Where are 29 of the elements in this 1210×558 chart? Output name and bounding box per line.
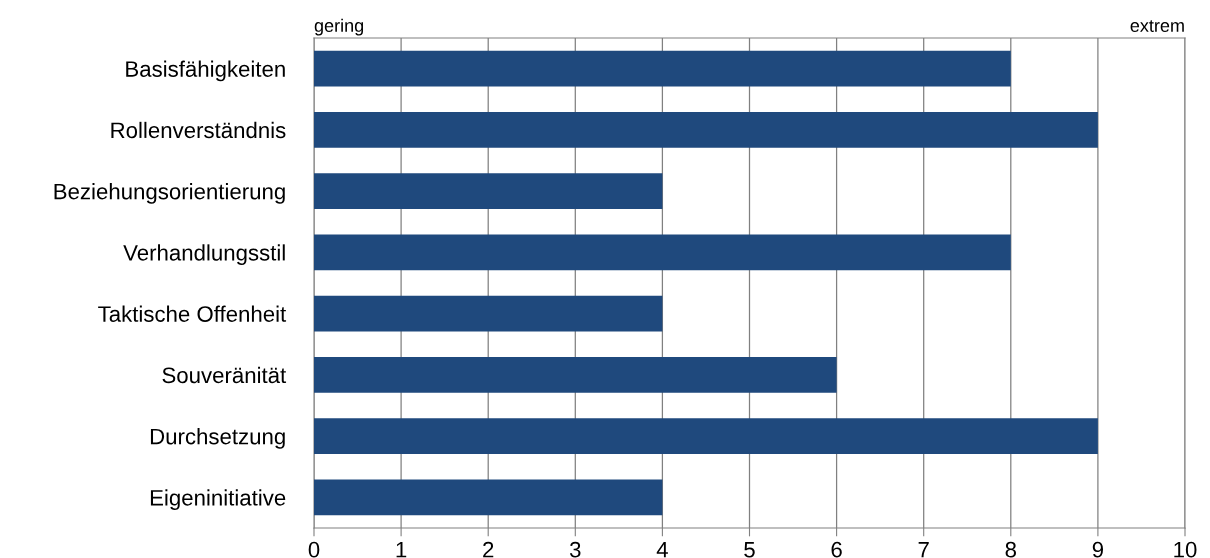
y-tick-label: Basisfähigkeiten: [126, 60, 285, 82]
x-tick-label: 1: [396, 542, 407, 558]
y-tick-label: Taktische Offenheit: [98, 305, 287, 322]
x-tick-label: 9: [1092, 541, 1104, 558]
x-tick-label: 5: [744, 542, 755, 558]
bar: [314, 112, 1098, 148]
y-tick-label: Souveränität: [162, 366, 287, 384]
bar: [314, 173, 663, 209]
bar: [314, 50, 1011, 87]
y-tick-label: Beziehungsorientierung: [54, 183, 285, 204]
x-tick-label: 3: [569, 541, 581, 558]
y-tick-label: Eigeninitiative: [150, 489, 286, 511]
x-tick-label: 0: [308, 541, 320, 558]
y-tick-label: Verhandlungsstil: [123, 244, 285, 266]
x-tick-label: 4: [656, 542, 668, 558]
x-tick-label: 8: [1005, 541, 1017, 558]
x-tick-label: 6: [831, 541, 842, 558]
bar: [314, 357, 837, 393]
x-tick-label: 2: [483, 541, 494, 558]
bar: [314, 479, 663, 516]
bar: [314, 234, 1011, 271]
text: gering: [314, 18, 364, 36]
bar: [314, 295, 663, 332]
x-tick-label: 7: [918, 542, 929, 558]
text: extrem: [1130, 20, 1184, 32]
bar: [314, 418, 1098, 454]
x-tick-label: 10: [1174, 541, 1197, 558]
y-tick-label: Rollenverständnis: [111, 121, 286, 139]
y-tick-label: Durchsetzung: [150, 428, 285, 449]
